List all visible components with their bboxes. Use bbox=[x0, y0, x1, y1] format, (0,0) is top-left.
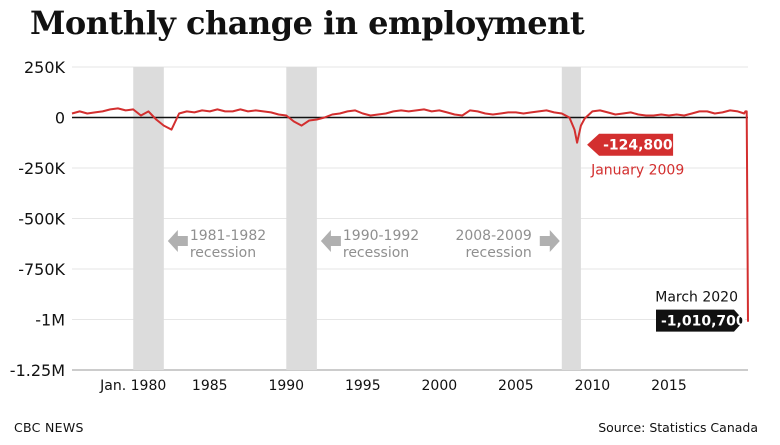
chart-title: Monthly change in employment bbox=[30, 4, 585, 42]
callout-value: -1,010,700 bbox=[661, 314, 746, 330]
recession-band bbox=[286, 67, 317, 370]
recession-label: 1981-1982 bbox=[190, 228, 266, 244]
x-tick-label: 1985 bbox=[192, 378, 228, 394]
callout-caption: March 2020 bbox=[655, 290, 738, 306]
x-tick-label: 2010 bbox=[575, 378, 611, 394]
recession-label: 1990-1992 bbox=[343, 228, 419, 244]
recession-label: recession bbox=[343, 245, 409, 261]
callout-caption: January 2009 bbox=[590, 163, 684, 179]
y-tick-label: 250K bbox=[24, 58, 66, 77]
y-tick-label: -750K bbox=[18, 260, 65, 279]
grid-lines bbox=[72, 66, 748, 371]
axis-ticks: 250K 0 -250K -500K -750K -1M -1.25M Jan. 1980 19… bbox=[10, 58, 687, 394]
x-tick-label: 1990 bbox=[268, 378, 304, 394]
footer-source: CBC NEWS bbox=[14, 420, 84, 435]
y-tick-label: 0 bbox=[55, 109, 65, 128]
x-tick-label: Jan. 1980 bbox=[99, 378, 166, 394]
recession-arrow-icon bbox=[320, 230, 341, 252]
y-tick-label: -500K bbox=[18, 210, 65, 229]
y-tick-label: -250K bbox=[18, 159, 65, 178]
x-tick-label: 1995 bbox=[345, 378, 381, 394]
footer-credit: Source: Statistics Canada bbox=[598, 420, 758, 435]
y-tick-label: -1M bbox=[35, 311, 65, 330]
recession-arrow-icon bbox=[539, 230, 560, 252]
callout-box bbox=[656, 309, 744, 332]
callout-box bbox=[587, 133, 674, 156]
recession-band bbox=[561, 67, 581, 370]
recession-label: recession bbox=[465, 245, 531, 261]
series-line bbox=[71, 107, 749, 322]
annotations: -124,800 January 2009 -1,010,700 March 2020 bbox=[587, 133, 746, 332]
callout-value: -124,800 bbox=[603, 138, 673, 154]
recession-label: recession bbox=[190, 245, 256, 261]
series-lines bbox=[71, 107, 749, 322]
x-tick-label: 2005 bbox=[498, 378, 534, 394]
recession-arrow-icon bbox=[167, 230, 188, 252]
x-tick-label: 2015 bbox=[651, 378, 687, 394]
y-tick-label: -1.25M bbox=[10, 361, 65, 380]
recession-label: 2008-2009 bbox=[455, 228, 531, 244]
x-tick-label: 2000 bbox=[422, 378, 458, 394]
